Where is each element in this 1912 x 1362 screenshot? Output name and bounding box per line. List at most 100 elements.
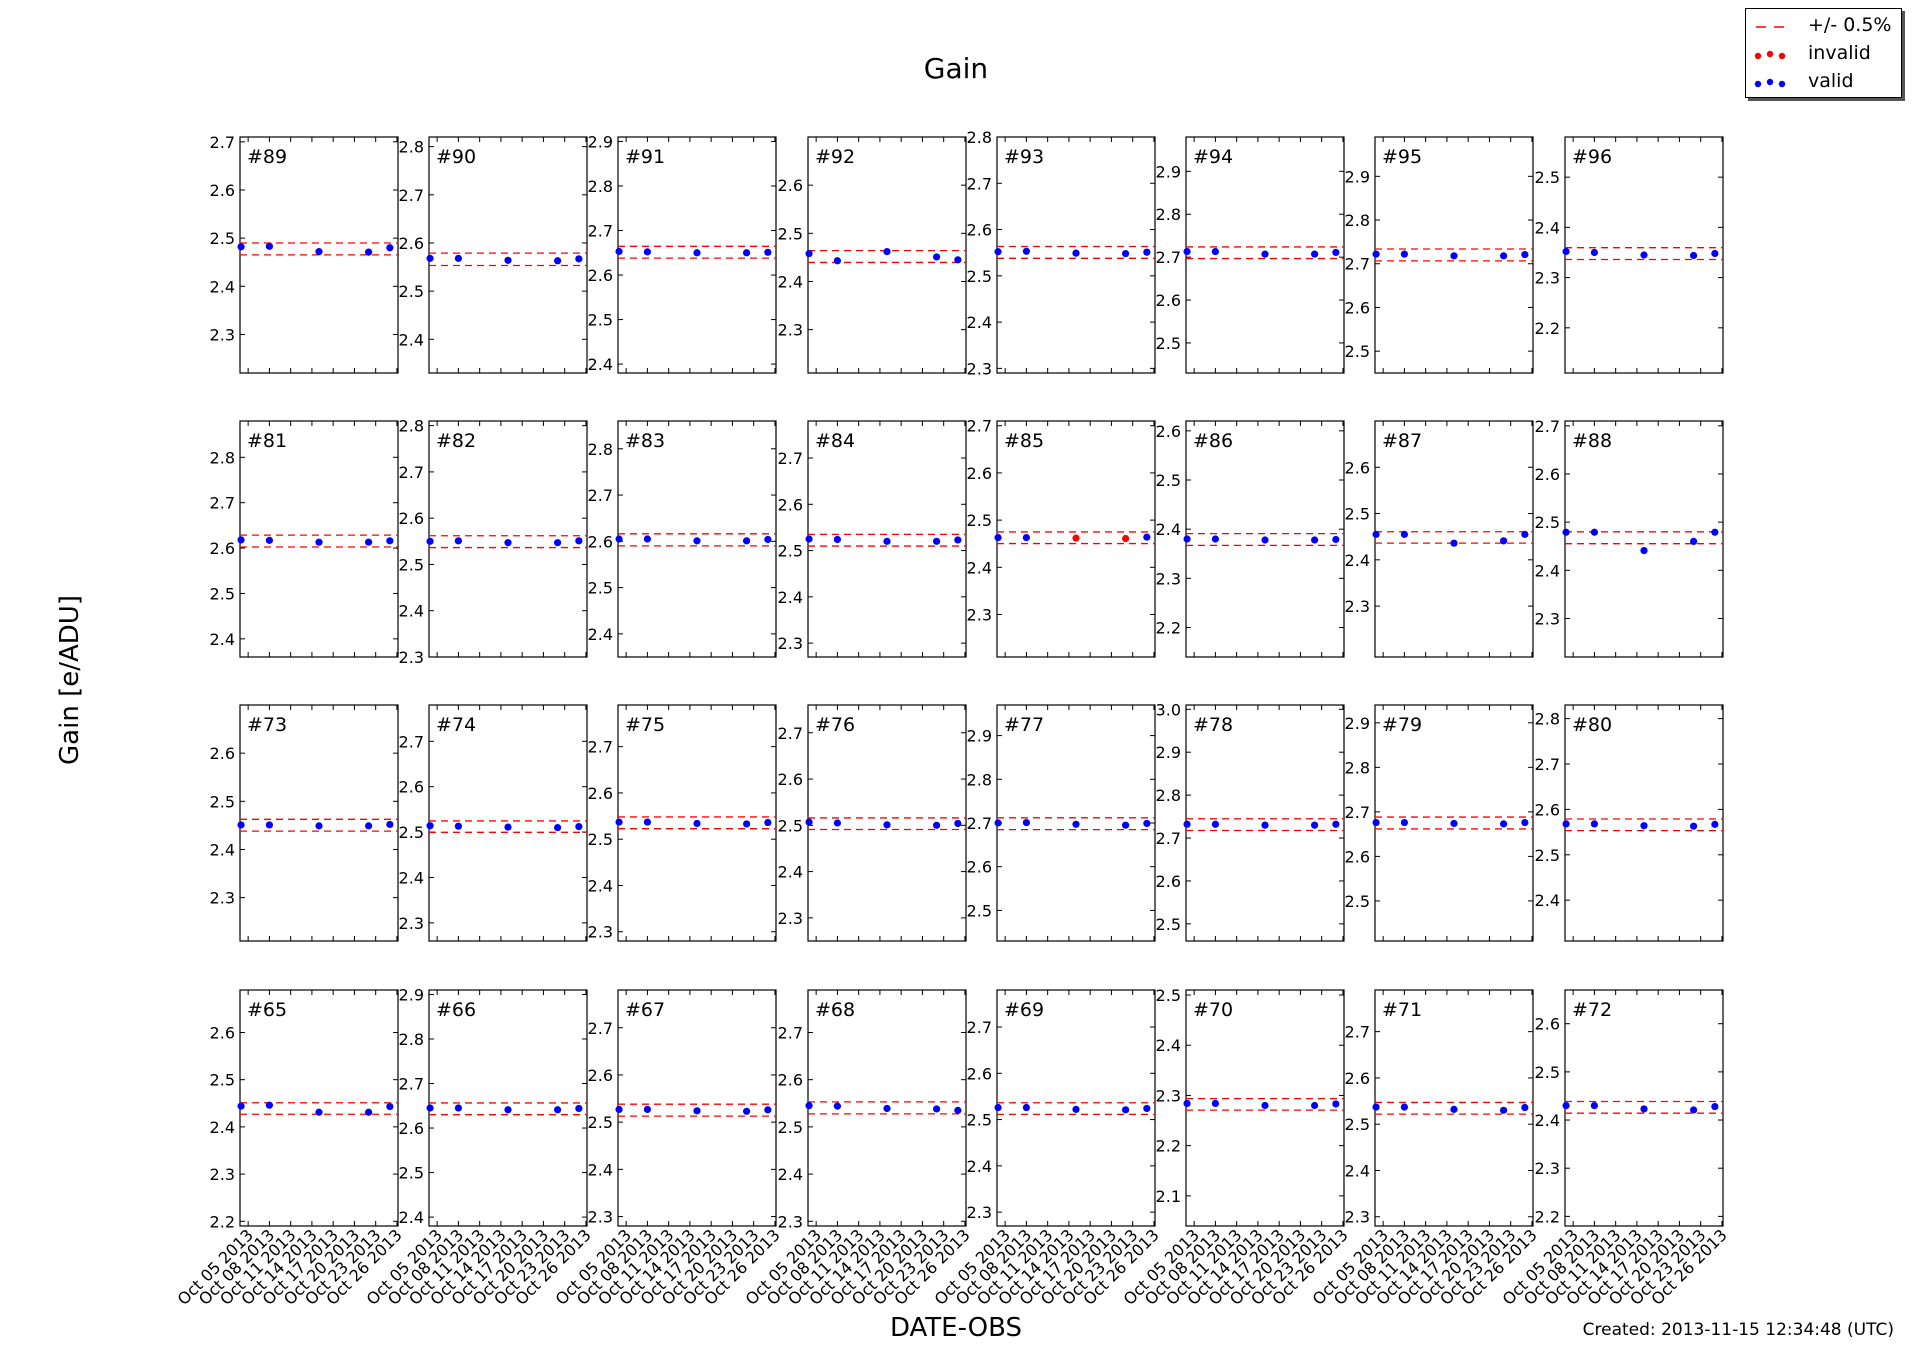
valid-point: [1400, 1103, 1409, 1111]
y-tick-label: 2.4: [399, 868, 424, 887]
y-tick-label: 2.8: [399, 417, 424, 436]
valid-point: [1072, 820, 1080, 828]
y-tick-label: 2.6: [967, 858, 992, 877]
panel-label: #84: [815, 430, 855, 452]
y-tick-label: 2.3: [1345, 597, 1370, 616]
valid-point: [553, 257, 562, 265]
valid-point: [504, 823, 512, 831]
panel-84: 2.3 2.4 2.5 2.6 2.7 #84: [778, 420, 967, 658]
valid-point: [1332, 820, 1340, 828]
panel-label: #89: [247, 146, 287, 168]
y-tick-label: 2.8: [588, 440, 613, 459]
y-tick-label: 2.6: [967, 464, 992, 483]
panel-75: 2.3 2.4 2.5 2.6 2.7 #75: [588, 704, 777, 942]
y-axis-label: Gain [e/ADU]: [55, 595, 85, 765]
y-tick-label: 2.7: [778, 1023, 803, 1042]
valid-point: [994, 248, 1002, 256]
valid-point: [1450, 539, 1458, 547]
red-dots-icon: [1754, 50, 1786, 60]
y-tick-label: 2.6: [399, 778, 424, 797]
valid-point: [1022, 533, 1031, 542]
y-tick-label: 2.8: [588, 177, 613, 196]
valid-point: [265, 242, 274, 250]
valid-point: [833, 535, 842, 544]
valid-point: [1143, 819, 1151, 828]
valid-point: [1211, 535, 1220, 543]
valid-point: [932, 253, 941, 261]
valid-point: [1521, 1103, 1529, 1112]
y-tick-label: 2.6: [1535, 800, 1560, 819]
y-tick-label: 2.5: [399, 282, 424, 301]
valid-point: [364, 538, 373, 546]
valid-point: [883, 1104, 891, 1113]
y-tick-label: 2.3: [1535, 609, 1560, 628]
y-tick-label: 2.5: [967, 267, 992, 286]
valid-point: [883, 537, 891, 545]
y-tick-label: 2.6: [399, 509, 424, 528]
panel-87: 2.3 2.4 2.5 2.6 #87: [1345, 420, 1534, 658]
valid-point: [1499, 820, 1508, 828]
valid-point: [1521, 818, 1529, 827]
y-tick-label: 2.7: [1156, 829, 1181, 848]
panel-label: #76: [815, 714, 855, 736]
y-tick-label: 2.4: [1535, 561, 1560, 580]
valid-point: [833, 1102, 842, 1110]
y-tick-label: 2.4: [588, 1160, 613, 1179]
valid-point: [1183, 535, 1191, 543]
valid-point: [553, 539, 562, 547]
legend-label-invalid: invalid: [1808, 42, 1871, 64]
valid-point: [575, 823, 583, 831]
valid-point: [643, 535, 652, 543]
panel-label: #81: [247, 430, 287, 452]
y-tick-label: 2.5: [1345, 1115, 1370, 1134]
valid-point: [742, 820, 751, 828]
valid-point: [643, 1105, 652, 1114]
valid-point: [615, 535, 623, 543]
legend-item-invalid: invalid: [1746, 41, 1901, 69]
y-tick-label: 2.4: [1345, 551, 1370, 570]
panel-label: #95: [1382, 146, 1422, 168]
valid-point: [615, 247, 623, 256]
y-tick-label: 2.7: [588, 486, 613, 505]
y-tick-label: 2.7: [399, 732, 424, 751]
valid-point: [575, 255, 583, 263]
valid-point: [932, 821, 941, 829]
valid-point: [315, 822, 323, 830]
y-tick-label: 2.7: [210, 133, 235, 152]
valid-point: [426, 1104, 434, 1112]
y-tick-label: 2.6: [210, 181, 235, 200]
valid-point: [265, 1101, 274, 1109]
y-tick-label: 2.6: [588, 266, 613, 285]
plot-frame: [428, 420, 588, 658]
valid-point: [1372, 530, 1380, 538]
y-tick-label: 2.6: [1345, 298, 1370, 317]
valid-point: [315, 248, 323, 256]
y-tick-label: 2.5: [1156, 915, 1181, 934]
y-tick-label: 2.3: [967, 606, 992, 625]
panel-76: 2.3 2.4 2.5 2.6 2.7 #76: [778, 704, 967, 942]
valid-point: [1640, 251, 1648, 259]
valid-point: [994, 533, 1002, 542]
y-tick-label: 2.8: [210, 448, 235, 467]
valid-point: [386, 820, 394, 829]
y-tick-label: 2.9: [967, 727, 992, 746]
y-tick-label: 2.7: [1156, 248, 1181, 267]
invalid-point: [1121, 534, 1130, 543]
y-tick-label: 2.4: [210, 630, 235, 649]
valid-point: [1261, 821, 1269, 829]
valid-point: [1689, 537, 1698, 546]
y-tick-label: 2.7: [1535, 417, 1560, 436]
valid-point: [883, 821, 891, 829]
y-tick-label: 2.6: [399, 234, 424, 253]
y-tick-label: 2.4: [967, 313, 992, 332]
y-tick-label: 2.8: [1345, 758, 1370, 777]
y-tick-label: 2.6: [588, 532, 613, 551]
y-tick-label: 2.2: [1535, 319, 1560, 338]
y-tick-label: 2.6: [967, 1064, 992, 1083]
valid-point: [426, 254, 434, 262]
legend-label-valid: valid: [1808, 70, 1854, 92]
y-tick-label: 2.9: [399, 985, 424, 1004]
valid-point: [1689, 822, 1698, 830]
y-tick-label: 2.7: [967, 174, 992, 193]
